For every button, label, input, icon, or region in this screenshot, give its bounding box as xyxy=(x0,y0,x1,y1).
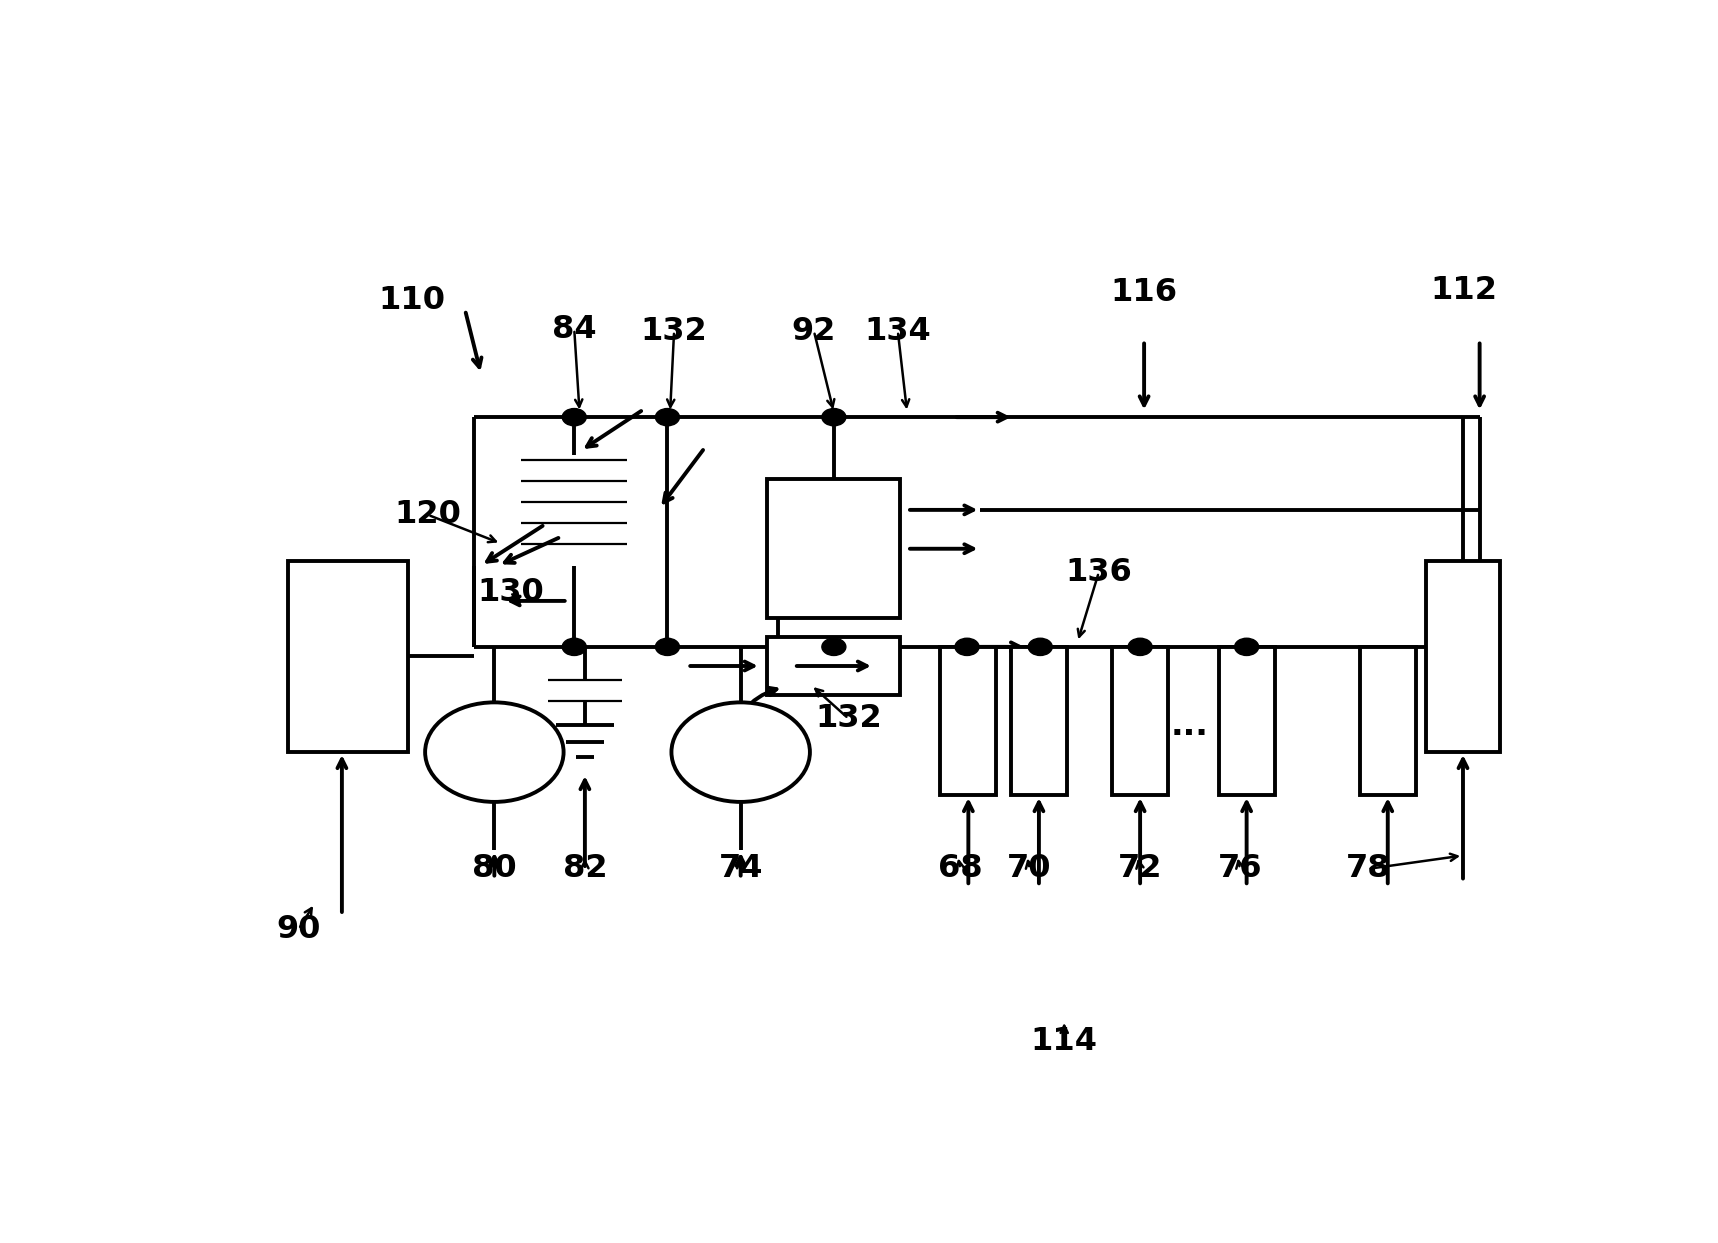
Bar xyxy=(1010,646,1067,796)
Bar xyxy=(768,638,900,695)
Text: 120: 120 xyxy=(395,500,460,531)
Text: 110: 110 xyxy=(378,285,445,316)
Text: 82: 82 xyxy=(562,854,606,885)
Text: ...: ... xyxy=(1170,709,1208,742)
Bar xyxy=(1112,646,1168,796)
Text: 76: 76 xyxy=(1218,854,1263,885)
Bar xyxy=(940,646,996,796)
Circle shape xyxy=(1129,638,1153,655)
Bar xyxy=(1218,646,1275,796)
Text: 72: 72 xyxy=(1118,854,1163,885)
Bar xyxy=(1361,646,1416,796)
Text: 116: 116 xyxy=(1110,277,1177,308)
Text: 92: 92 xyxy=(792,316,837,347)
Circle shape xyxy=(955,638,979,655)
Text: 130: 130 xyxy=(478,577,543,608)
Circle shape xyxy=(562,638,586,655)
Text: 132: 132 xyxy=(814,704,881,735)
Circle shape xyxy=(562,409,586,426)
Circle shape xyxy=(821,638,845,655)
Text: 70: 70 xyxy=(1007,854,1051,885)
Circle shape xyxy=(1029,638,1051,655)
Text: 68: 68 xyxy=(938,854,983,885)
Circle shape xyxy=(656,409,679,426)
Text: 114: 114 xyxy=(1031,1025,1098,1057)
Text: 74: 74 xyxy=(718,854,763,885)
Text: 112: 112 xyxy=(1429,275,1496,306)
Text: 136: 136 xyxy=(1065,557,1132,588)
Bar xyxy=(1426,561,1500,752)
Text: 132: 132 xyxy=(641,316,708,347)
Text: 90: 90 xyxy=(277,914,321,945)
Circle shape xyxy=(1235,638,1259,655)
Text: 78: 78 xyxy=(1345,854,1390,885)
Circle shape xyxy=(656,638,679,655)
Text: 84: 84 xyxy=(551,313,596,344)
Circle shape xyxy=(821,409,845,426)
Circle shape xyxy=(672,702,809,802)
Bar xyxy=(768,480,900,618)
Circle shape xyxy=(424,702,564,802)
Text: 134: 134 xyxy=(864,316,931,347)
Bar xyxy=(289,561,407,752)
Text: 80: 80 xyxy=(472,854,517,885)
